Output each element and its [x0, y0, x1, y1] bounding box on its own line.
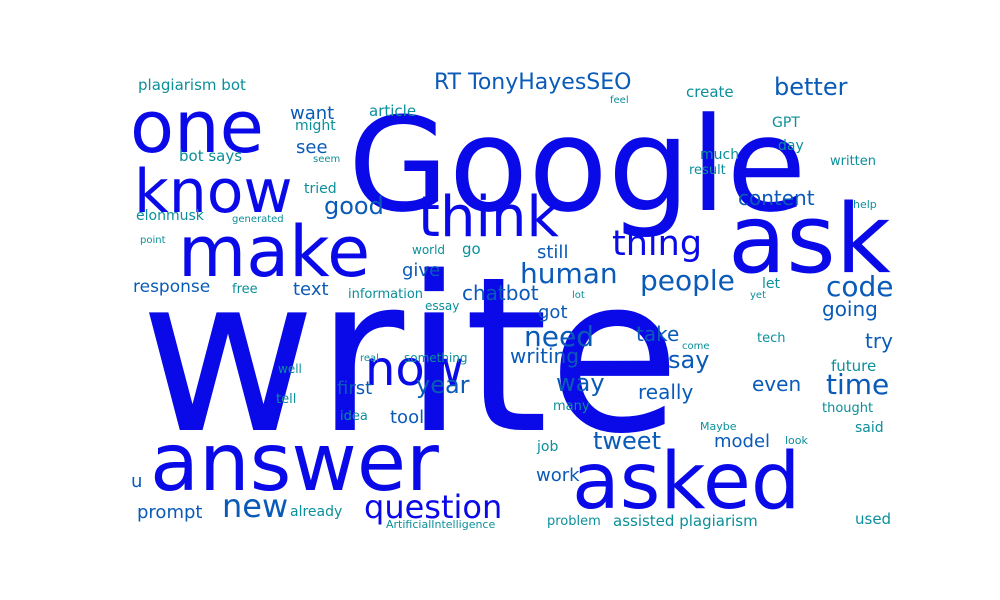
word-new: new — [222, 487, 288, 525]
word-tweet: tweet — [593, 427, 661, 455]
word-time: time — [826, 368, 889, 401]
word-people: people — [640, 264, 735, 297]
word-content: content — [738, 186, 815, 210]
word-thought: thought — [822, 401, 873, 416]
word-better: better — [774, 73, 848, 101]
word-help: help — [853, 198, 877, 211]
word-elonmusk: elonmusk — [136, 208, 205, 224]
word-going: going — [822, 297, 878, 321]
word-tool: tool — [390, 407, 424, 428]
word-way: way — [556, 369, 605, 397]
word-bot-says: bot says — [179, 147, 242, 165]
word-already: already — [290, 504, 342, 520]
word-article: article — [369, 102, 416, 120]
word-first: first — [337, 378, 372, 399]
word-know: know — [134, 157, 293, 227]
word-said: said — [855, 420, 884, 436]
word-tech: tech — [757, 331, 785, 346]
word-human: human — [520, 257, 618, 290]
word-let: let — [762, 276, 781, 292]
word-even: even — [752, 372, 801, 396]
word-really: really — [638, 380, 693, 404]
word-something: something — [404, 351, 468, 365]
word-text: text — [293, 279, 329, 300]
word-problem: problem — [547, 514, 601, 529]
word-job: job — [536, 439, 558, 455]
word-one: one — [130, 85, 264, 169]
word-free: free — [232, 282, 258, 297]
word-much: much — [700, 147, 739, 163]
word-essay: essay — [425, 299, 459, 313]
word-information: information — [348, 287, 423, 302]
word-response: response — [133, 277, 210, 297]
word-might: might — [295, 118, 336, 134]
word-try: try — [865, 329, 893, 353]
word-got: got — [538, 302, 568, 323]
word-year: year — [416, 371, 470, 399]
word-work: work — [536, 465, 580, 486]
word-gpt: GPT — [772, 115, 800, 131]
word-look: look — [785, 434, 809, 447]
word-yet: yet — [750, 290, 766, 301]
word-think: think — [418, 185, 560, 250]
word-make: make — [178, 211, 370, 293]
word-chatbot: chatbot — [462, 281, 539, 305]
word-code: code — [826, 270, 894, 303]
word-future: future — [831, 357, 876, 375]
word-idea: idea — [340, 409, 368, 424]
word-question: question — [364, 488, 502, 526]
word-real: real — [360, 353, 379, 364]
word-answer: answer — [150, 416, 439, 509]
word-u: u — [131, 471, 142, 492]
word-google: Google — [348, 89, 806, 241]
word-tell: tell — [276, 392, 296, 407]
word-generated: generated — [232, 214, 284, 225]
word-writing: writing — [510, 344, 579, 368]
word-take: take — [636, 322, 679, 346]
word-asked: asked — [572, 437, 800, 527]
word-used: used — [855, 510, 891, 528]
word-want: want — [290, 103, 334, 124]
word-model: model — [714, 431, 770, 452]
word-need: need — [524, 320, 594, 353]
word-many: many — [553, 399, 590, 414]
word-go: go — [462, 240, 481, 258]
word-maybe: Maybe — [700, 420, 737, 433]
word-plagiarism-bot: plagiarism bot — [138, 76, 246, 94]
word-still: still — [537, 242, 568, 263]
word-give: give — [402, 260, 440, 281]
word-artificialintelligence: ArtificialIntelligence — [386, 518, 495, 531]
word-see: see — [296, 137, 328, 158]
word-assisted-plagiarism: assisted plagiarism — [613, 512, 758, 530]
word-seem: seem — [313, 154, 340, 165]
word-come: come — [682, 341, 710, 352]
word-now: now — [365, 341, 464, 397]
word-prompt: prompt — [137, 502, 202, 523]
word-thing: thing — [612, 224, 702, 264]
word-written: written — [830, 154, 876, 169]
word-day: day — [778, 138, 804, 154]
word-feel: feel — [610, 95, 629, 106]
word-point: point — [140, 235, 166, 246]
word-create: create — [686, 83, 734, 101]
word-well: well — [278, 362, 302, 376]
word-write: write — [140, 230, 681, 481]
word-good: good — [324, 192, 384, 220]
word-result: result — [689, 163, 726, 178]
word-rt-tonyhayesseo: RT TonyHayesSEO — [434, 70, 631, 95]
word-lot: lot — [572, 290, 585, 301]
word-world: world — [412, 243, 445, 257]
word-say: say — [668, 346, 709, 374]
word-ask: ask — [728, 185, 891, 295]
word-tried: tried — [304, 181, 337, 197]
